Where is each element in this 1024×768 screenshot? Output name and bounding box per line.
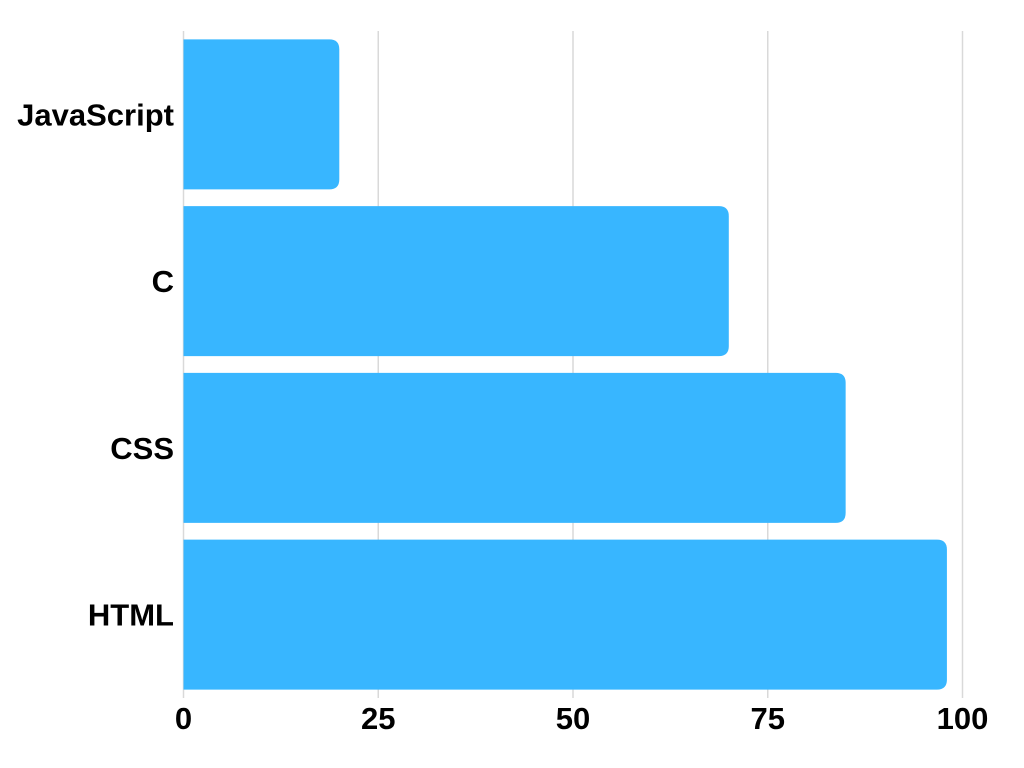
category-labels: JavaScript C CSS HTML [17,97,174,632]
category-label-javascript: JavaScript [17,97,174,132]
x-tick-label: 25 [361,701,395,736]
x-tick-label: 50 [556,701,590,736]
category-label-html: HTML [88,598,174,633]
x-tick-label: 100 [937,701,989,736]
x-tick-label: 75 [751,701,785,736]
x-tick-label: 0 [175,701,192,736]
bar-javascript [183,39,340,190]
category-label-css: CSS [110,431,174,466]
bar-layer [183,39,947,690]
category-label-c: C [152,264,174,299]
x-axis-ticks: 0 25 50 75 100 [175,701,988,736]
bar-c [183,206,729,357]
bar-css [183,372,846,523]
bar-html [183,539,947,690]
